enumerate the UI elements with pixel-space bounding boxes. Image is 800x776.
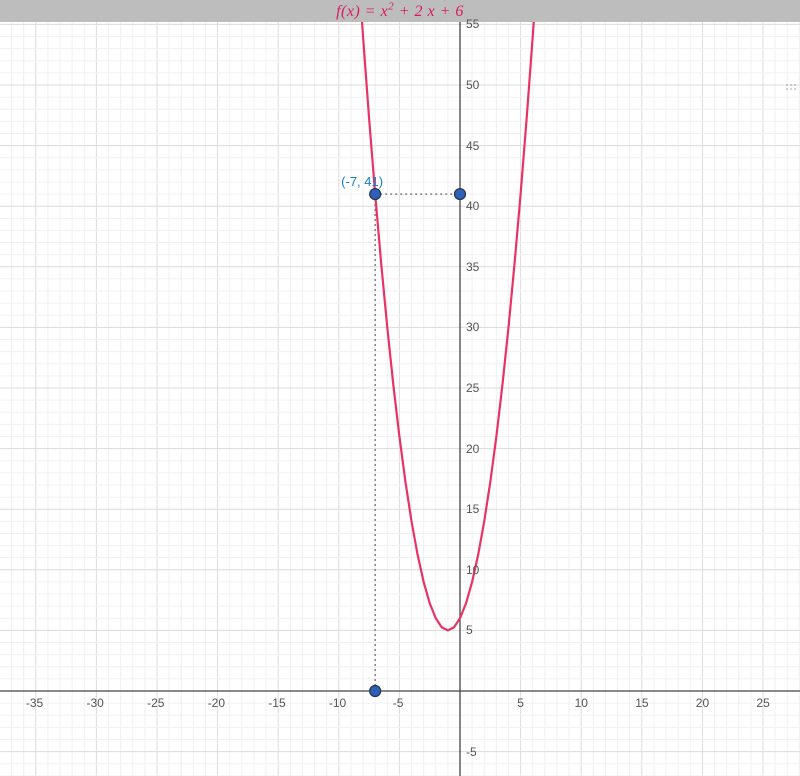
x-tick-label: -25 [147, 696, 164, 710]
x-tick-label: -15 [268, 696, 285, 710]
x-tick-label: 15 [635, 696, 648, 710]
x-tick-label: 20 [696, 696, 709, 710]
y-tick-label: 5 [466, 623, 473, 637]
equation-text: f(x) = x2 + 2 x + 6 [336, 3, 464, 20]
y-tick-label: 35 [466, 260, 479, 274]
equation-label: f(x) = x2 + 2 x + 6 [0, 1, 800, 21]
y-tick-label: 25 [466, 381, 479, 395]
drag-handle-icon [786, 84, 796, 90]
plot-svg[interactable] [0, 0, 800, 776]
x-tick-label: -35 [26, 696, 43, 710]
y-tick-label: 40 [466, 199, 479, 213]
y-tick-label: 10 [466, 563, 479, 577]
y-tick-label: 55 [466, 17, 479, 31]
y-tick-label: 30 [466, 320, 479, 334]
y-tick-label: 20 [466, 442, 479, 456]
y-tick-label: -5 [466, 745, 477, 759]
chart-stage: f(x) = x2 + 2 x + 6 -35 -30 -25 -20 -15 -10 -5… [0, 0, 800, 776]
y-tick-label: 45 [466, 139, 479, 153]
x-tick-label: 5 [517, 696, 524, 710]
x-tick-label: -10 [329, 696, 346, 710]
x-tick-label: -30 [87, 696, 104, 710]
x-tick-label: -5 [393, 696, 404, 710]
y-tick-label: 15 [466, 502, 479, 516]
y-tick-label: 50 [466, 78, 479, 92]
x-tick-label: 10 [575, 696, 588, 710]
x-tick-label: -20 [208, 696, 225, 710]
x-tick-label: 25 [756, 696, 769, 710]
point-label: (-7, 41) [341, 174, 383, 189]
